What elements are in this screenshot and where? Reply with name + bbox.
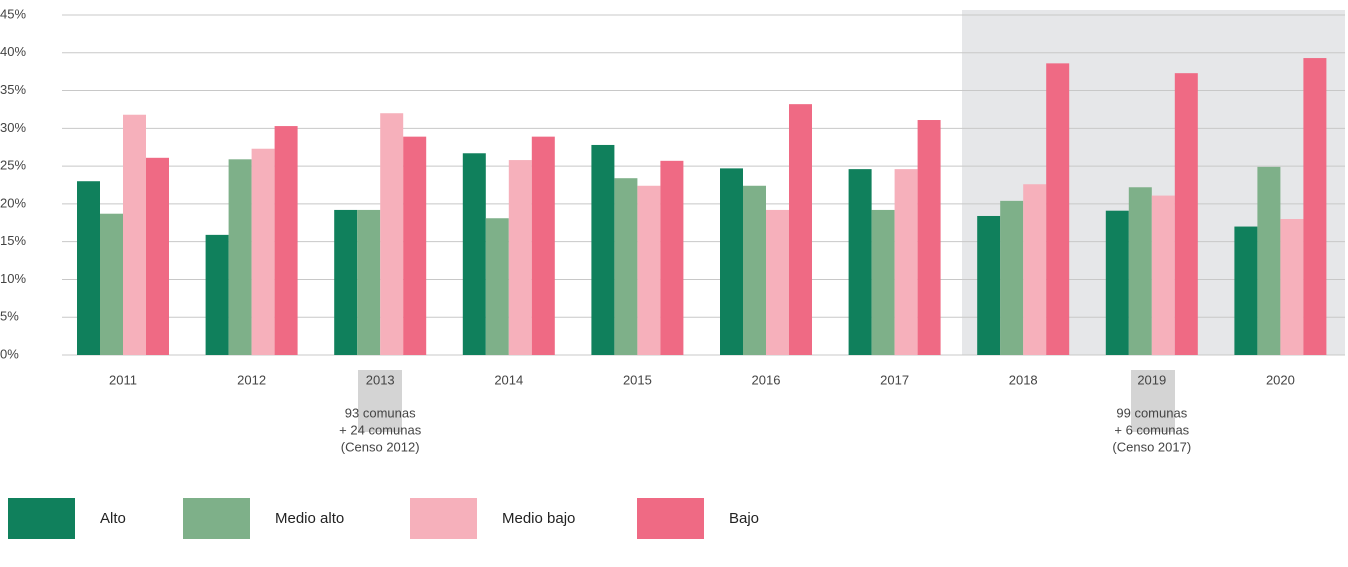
legend-swatch (183, 498, 250, 539)
bar (274, 126, 298, 355)
y-tick-label: 35% (0, 82, 26, 97)
bar (614, 178, 638, 355)
y-tick-label: 45% (0, 6, 26, 21)
bar (334, 209, 358, 355)
x-tick-label: 2012 (237, 372, 266, 387)
x-tick-label: 2013 (366, 372, 395, 387)
bar (1151, 195, 1175, 355)
bar (789, 104, 812, 356)
legend-label: Medio alto (275, 510, 344, 527)
bar (1234, 226, 1258, 355)
bar (871, 209, 895, 355)
x-tick-label: 2017 (880, 372, 909, 387)
legend-label: Medio bajo (502, 510, 575, 527)
legend-label: Bajo (729, 510, 759, 527)
bar (1105, 210, 1129, 355)
label-highlight (358, 370, 402, 432)
bar (1257, 166, 1281, 355)
x-tick-label: 2019 (1137, 372, 1166, 387)
y-tick-label: 5% (0, 309, 19, 324)
bar (1280, 219, 1304, 355)
bar (766, 209, 789, 355)
bar (508, 160, 532, 355)
y-tick-label: 15% (0, 233, 26, 248)
bar (531, 136, 555, 355)
legend-swatch (8, 498, 75, 539)
bar (1128, 187, 1152, 355)
annotation: + 6 comunas (1114, 422, 1189, 437)
bar (228, 159, 252, 355)
y-tick-label: 20% (0, 195, 26, 210)
x-tick-label: 2014 (494, 372, 523, 387)
bar (1000, 200, 1024, 355)
bar (637, 185, 661, 355)
bar (591, 144, 615, 355)
bar (485, 218, 509, 355)
bar (720, 168, 743, 355)
x-tick-label: 2018 (1009, 372, 1038, 387)
annotation: (Censo 2017) (1112, 439, 1191, 454)
bar (146, 157, 169, 355)
legend-label: Alto (100, 510, 126, 527)
x-tick-label: 2020 (1266, 372, 1295, 387)
annotation: (Censo 2012) (341, 439, 420, 454)
legend-swatch (637, 498, 704, 539)
annotation: + 24 comunas (339, 422, 422, 437)
bar (1174, 73, 1198, 355)
bar (977, 215, 1001, 355)
bar (743, 185, 766, 355)
bar (917, 120, 941, 356)
bar (357, 209, 381, 355)
bar (462, 153, 486, 355)
bar (123, 114, 146, 355)
y-tick-label: 0% (0, 346, 19, 361)
bar (1023, 184, 1047, 355)
bar (1046, 63, 1070, 355)
bar (403, 136, 427, 355)
bar (251, 148, 275, 355)
bar (100, 213, 123, 355)
bar (848, 169, 872, 355)
y-tick-label: 30% (0, 120, 26, 135)
legend-swatch (410, 498, 477, 539)
bar (1303, 58, 1327, 356)
y-tick-label: 10% (0, 271, 26, 286)
label-highlight (1131, 370, 1175, 432)
bar (77, 181, 100, 355)
annotation: 93 comunas (345, 405, 416, 420)
x-tick-label: 2015 (623, 372, 652, 387)
bar (205, 234, 229, 355)
bar (660, 160, 684, 355)
annotation: 99 comunas (1116, 405, 1187, 420)
y-tick-label: 40% (0, 44, 26, 59)
bar (380, 113, 404, 355)
x-tick-label: 2016 (752, 372, 781, 387)
bar (894, 169, 918, 355)
x-tick-label: 2011 (109, 372, 137, 387)
y-tick-label: 25% (0, 158, 26, 173)
